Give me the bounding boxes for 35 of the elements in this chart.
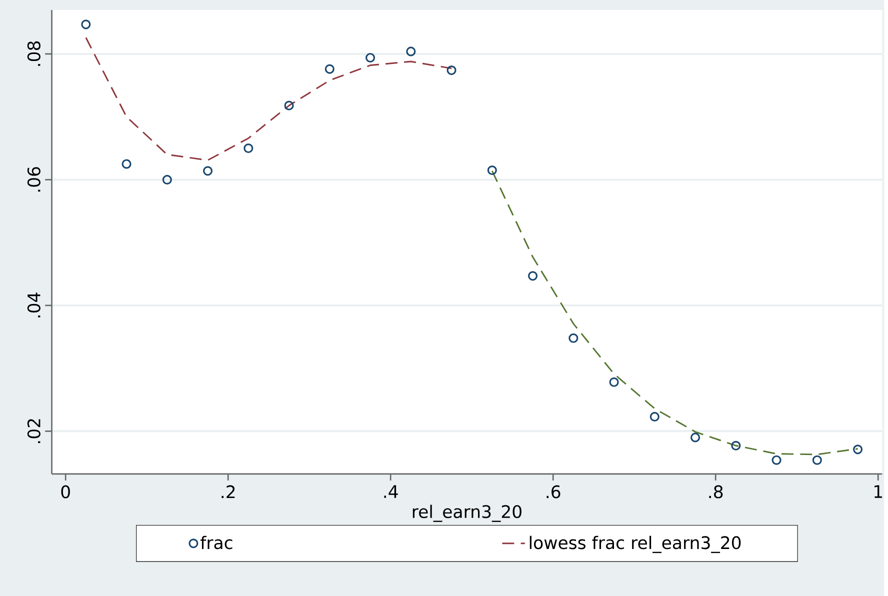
point bbox=[324, 64, 334, 74]
point bbox=[568, 333, 578, 343]
line-series bbox=[85, 36, 452, 161]
point bbox=[81, 19, 91, 30]
point bbox=[284, 100, 294, 110]
line-series bbox=[491, 170, 859, 455]
point bbox=[406, 46, 416, 56]
x-tick-label: 0 bbox=[61, 485, 70, 498]
point bbox=[365, 52, 376, 62]
point bbox=[690, 432, 700, 442]
point bbox=[244, 143, 254, 153]
legend-label: frac bbox=[200, 536, 232, 550]
point bbox=[528, 270, 538, 280]
x-tick-label: .8 bbox=[709, 485, 723, 498]
point bbox=[772, 455, 782, 465]
point bbox=[446, 65, 456, 75]
x-tick-label: .4 bbox=[384, 485, 398, 498]
point bbox=[122, 159, 132, 169]
point bbox=[731, 440, 741, 450]
point bbox=[609, 377, 619, 387]
point bbox=[650, 412, 660, 422]
point bbox=[202, 166, 213, 176]
legend-label: lowess frac rel_earn3_20 bbox=[530, 536, 741, 553]
x-axis-title: rel_earn3_20 bbox=[412, 504, 522, 522]
x-tick-label: .2 bbox=[222, 485, 235, 498]
x-tick-label: .6 bbox=[546, 485, 560, 498]
y-tick-label: .04 bbox=[27, 292, 40, 318]
y-tick-label: .08 bbox=[27, 41, 40, 66]
x-tick-label: 1 bbox=[874, 485, 882, 498]
point bbox=[812, 455, 822, 465]
point bbox=[487, 165, 497, 175]
y-tick-label: .02 bbox=[27, 419, 40, 443]
y-tick-label: .06 bbox=[27, 166, 40, 192]
point bbox=[852, 444, 863, 454]
point bbox=[162, 174, 172, 184]
